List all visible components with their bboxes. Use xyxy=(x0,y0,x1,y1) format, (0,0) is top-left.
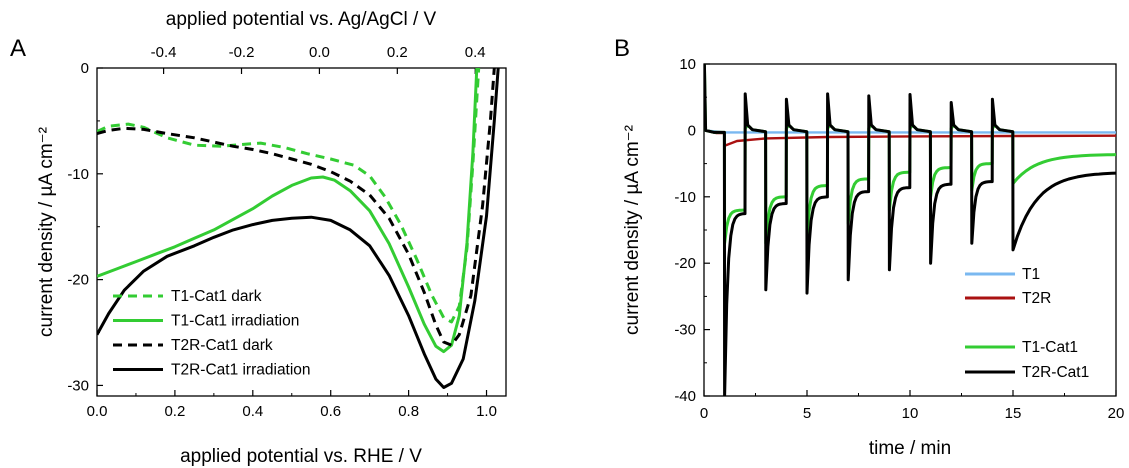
panel-b-legend-label: T1 xyxy=(1022,266,1040,283)
panel-b-y-label: current density / µA cm⁻² xyxy=(622,125,643,335)
panel-a-legend-label: T1-Cat1 dark xyxy=(171,288,262,305)
panel-b-legend-label: T1-Cat1 xyxy=(1022,339,1078,356)
panel-a-x-tick-label: 0.8 xyxy=(398,403,419,420)
panel-b-y-tick-label: -30 xyxy=(674,322,696,339)
panel-a-legend: T1-Cat1 dark T1-Cat1 irradiation T2R-Cat1 … xyxy=(113,288,311,379)
panel-a-series-0 xyxy=(97,68,481,324)
panel-b-y-tick-label: -10 xyxy=(674,189,696,206)
panel-a-y-label: current density / µA cm⁻² xyxy=(36,127,57,337)
panel-a-label: A xyxy=(10,35,26,62)
panel-b-x-tick-label: 15 xyxy=(1005,405,1022,422)
panel-a-x-tick-label: 0.4 xyxy=(242,403,263,420)
panel-b-y-tick-label: -20 xyxy=(674,255,696,272)
panel-a-x-tick-label: 0.6 xyxy=(320,403,341,420)
panel-b-series-2 xyxy=(704,64,1116,245)
panel-b-x-tick-label: 10 xyxy=(902,405,919,422)
panel-a-y-tick-label: -20 xyxy=(67,272,89,289)
panel-b-ticks: 0 5 10 15 20 10 0 -10 -20 -30 -40 xyxy=(674,56,1124,422)
panel-b-legend-label: T2R-Cat1 xyxy=(1022,364,1089,381)
panel-b-x-tick-label: 5 xyxy=(803,405,811,422)
panel-b-legend: T1 T2R T1-Cat1 T2R-Cat1 xyxy=(965,266,1089,381)
panel-a-series-2 xyxy=(97,68,496,347)
panel-a-x2-tick-label: 0.0 xyxy=(309,44,330,61)
panel-a-frame xyxy=(96,67,507,397)
panel-a-legend-label: T1-Cat1 irradiation xyxy=(171,313,299,330)
panel-b-series xyxy=(704,64,1116,396)
panel-a-x-tick-label: 1.0 xyxy=(476,403,497,420)
panel-b-x-label: time / min xyxy=(869,438,951,459)
panel-a-x2-label: applied potential vs. Ag/AgCl / V xyxy=(166,9,437,30)
panel-a-legend-label: T2R-Cat1 irradiation xyxy=(171,362,311,379)
panel-a-series-1 xyxy=(97,68,479,354)
panel-a-legend-label: T2R-Cat1 dark xyxy=(171,337,273,354)
panel-a-ticks: 0.0 0.2 0.4 0.6 0.8 1.0 -0.4 -0.2 0.0 0.2 0.4 0 -10 -… xyxy=(67,44,497,420)
panel-a-series xyxy=(97,68,500,389)
panel-a-y-tick-label: -10 xyxy=(67,166,89,183)
panel-a: A applied potential vs. Ag/AgCl / V appl… xyxy=(10,9,507,467)
panel-b-x-tick-label: 0 xyxy=(700,405,708,422)
panel-b-y-tick-label: -40 xyxy=(674,388,696,405)
panel-a-y-tick-label: 0 xyxy=(81,60,89,77)
panel-a-x-tick-label: 0.0 xyxy=(87,403,108,420)
panel-b-legend-label: T2R xyxy=(1022,290,1051,307)
panel-b-y-tick-label: 10 xyxy=(679,56,696,73)
panel-a-y-tick-label: -30 xyxy=(67,377,89,394)
panel-a-x2-tick-label: -0.4 xyxy=(151,44,177,61)
panel-a-x2-tick-label: 0.4 xyxy=(465,44,486,61)
panel-b-label: B xyxy=(614,35,630,62)
panel-a-series-3 xyxy=(97,68,500,389)
panel-a-x2-tick-label: -0.2 xyxy=(229,44,255,61)
panel-b-y-tick-label: 0 xyxy=(688,122,696,139)
panel-b-x-tick-label: 20 xyxy=(1108,405,1125,422)
panel-a-x2-tick-label: 0.2 xyxy=(387,44,408,61)
panel-a-x-tick-label: 0.2 xyxy=(164,403,185,420)
panel-a-x-label: applied potential vs. RHE / V xyxy=(180,446,422,467)
panel-b: B time / min current density / µA cm⁻² 0… xyxy=(614,35,1124,459)
panel-b-series-3 xyxy=(704,64,1116,396)
